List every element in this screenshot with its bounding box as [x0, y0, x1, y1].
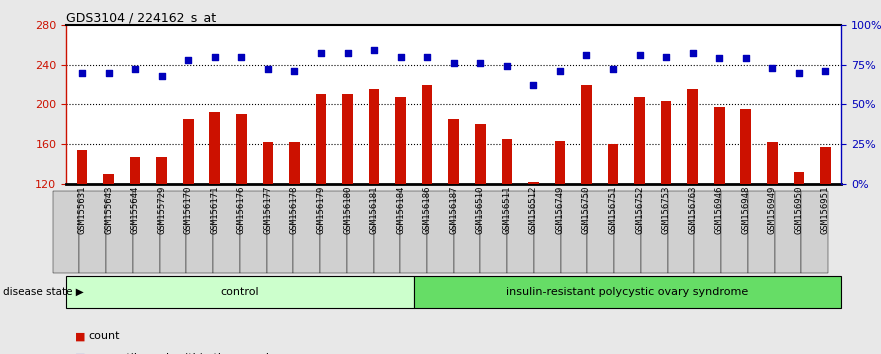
Point — [580, 52, 594, 58]
Bar — [608, 144, 618, 184]
Bar — [501, 139, 512, 184]
Point — [367, 47, 381, 53]
Point — [154, 73, 168, 79]
Point — [818, 68, 833, 74]
Bar — [528, 182, 538, 184]
Point — [420, 54, 434, 59]
Bar — [315, 95, 326, 184]
Bar — [236, 114, 247, 184]
Point — [208, 54, 222, 59]
Bar — [422, 85, 433, 184]
Point — [447, 60, 461, 66]
Point — [128, 67, 142, 72]
Point — [394, 54, 408, 59]
Point — [261, 67, 275, 72]
Text: insulin-resistant polycystic ovary syndrome: insulin-resistant polycystic ovary syndr… — [507, 287, 749, 297]
Bar — [289, 142, 300, 184]
Point — [739, 55, 753, 61]
Text: ■: ■ — [75, 353, 85, 354]
Text: disease state ▶: disease state ▶ — [3, 287, 84, 297]
Bar — [714, 107, 724, 184]
Bar — [767, 142, 778, 184]
Bar — [342, 95, 352, 184]
Bar — [156, 157, 167, 184]
Bar — [740, 109, 751, 184]
Bar — [687, 90, 698, 184]
Point — [101, 70, 115, 75]
Point — [340, 51, 354, 56]
Point — [473, 60, 487, 66]
Bar — [210, 113, 220, 184]
Bar — [263, 142, 273, 184]
Text: count: count — [88, 331, 120, 341]
Text: control: control — [220, 287, 259, 297]
Point — [234, 54, 248, 59]
Point — [526, 82, 540, 88]
Point — [633, 52, 647, 58]
Bar — [396, 97, 406, 184]
Bar — [661, 102, 671, 184]
Text: GDS3104 / 224162_s_at: GDS3104 / 224162_s_at — [66, 11, 216, 24]
Point — [685, 51, 700, 56]
Bar — [369, 90, 380, 184]
Bar — [103, 174, 114, 184]
Bar — [634, 97, 645, 184]
Point — [553, 68, 567, 74]
Bar — [581, 85, 592, 184]
Point — [766, 65, 780, 70]
Point — [314, 51, 328, 56]
Point — [287, 68, 301, 74]
Text: ■: ■ — [75, 331, 85, 341]
Bar — [448, 119, 459, 184]
Point — [75, 70, 89, 75]
Bar — [794, 172, 804, 184]
Bar — [77, 150, 87, 184]
Point — [606, 67, 620, 72]
Point — [792, 70, 806, 75]
Point — [500, 63, 514, 69]
Bar — [183, 119, 194, 184]
Point — [659, 54, 673, 59]
Point — [712, 55, 726, 61]
Bar — [555, 141, 566, 184]
Text: percentile rank within the sample: percentile rank within the sample — [88, 353, 276, 354]
Bar — [130, 157, 140, 184]
Bar — [475, 124, 485, 184]
Bar — [820, 147, 831, 184]
Point — [181, 57, 196, 63]
